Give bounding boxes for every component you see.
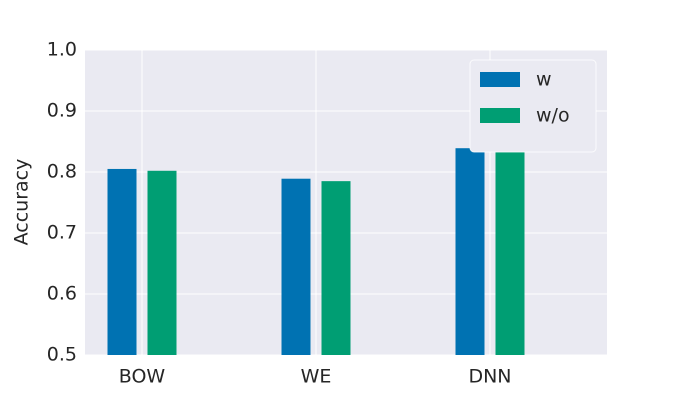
legend-swatch <box>480 108 520 123</box>
legend-label: w/o <box>536 105 570 127</box>
y-tick-label: 0.7 <box>47 222 77 244</box>
bar <box>281 178 311 355</box>
y-tick-label: 1.0 <box>47 39 77 61</box>
bar <box>455 148 485 355</box>
bar <box>495 148 525 355</box>
bar <box>147 170 177 355</box>
bar <box>321 181 351 355</box>
y-tick-label: 0.8 <box>47 161 77 183</box>
y-tick-label: 0.6 <box>47 283 77 305</box>
y-tick-label: 0.5 <box>47 344 77 366</box>
x-tick-label: BOW <box>119 366 166 388</box>
x-tick-label: WE <box>301 366 332 388</box>
legend-label: w <box>536 69 552 91</box>
x-tick-label: DNN <box>468 366 511 388</box>
y-tick-label: 0.9 <box>47 100 77 122</box>
bar <box>107 168 137 355</box>
legend-swatch <box>480 72 520 87</box>
y-axis-label: Accuracy <box>11 159 33 246</box>
